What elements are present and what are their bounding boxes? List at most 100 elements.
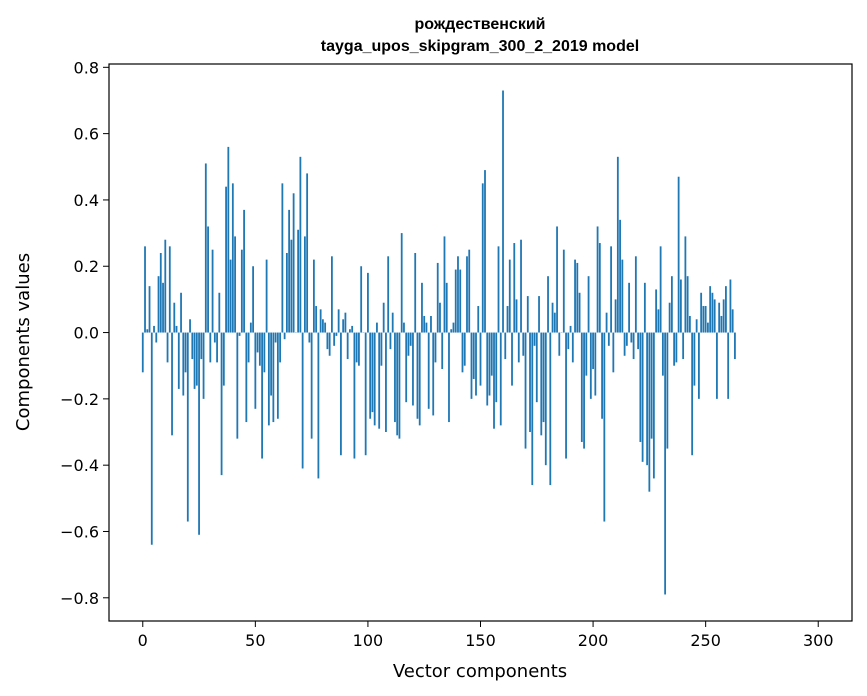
bar <box>252 266 254 333</box>
bar <box>493 332 495 429</box>
bar <box>565 332 567 459</box>
bar <box>340 332 342 456</box>
bar <box>729 279 732 333</box>
bar <box>427 332 430 409</box>
bar <box>650 332 653 439</box>
y-tick-label: −0.2 <box>60 390 99 409</box>
bar <box>213 332 216 343</box>
bar <box>511 332 513 386</box>
bar <box>652 332 655 479</box>
bar <box>445 282 448 333</box>
bar <box>675 332 678 363</box>
bar <box>621 259 624 333</box>
bar <box>657 309 660 333</box>
bar <box>328 332 331 356</box>
bar <box>229 259 232 333</box>
bar <box>625 332 628 346</box>
bar <box>373 332 376 426</box>
bar <box>182 332 185 396</box>
bar <box>668 302 671 333</box>
bar-series <box>141 90 736 595</box>
bar <box>704 306 707 333</box>
bar <box>378 332 381 429</box>
bar <box>623 332 626 356</box>
bar <box>666 332 669 449</box>
bar <box>317 332 320 479</box>
bar <box>394 332 396 423</box>
bar <box>643 282 646 333</box>
bar <box>430 315 432 333</box>
bar <box>479 332 482 386</box>
bar <box>211 249 214 333</box>
bar <box>247 332 250 363</box>
bar <box>243 209 245 333</box>
bar <box>544 332 547 466</box>
bar <box>484 170 486 333</box>
bar <box>486 332 489 406</box>
bar <box>193 332 196 389</box>
bar <box>367 272 369 333</box>
bar <box>628 282 630 333</box>
bar <box>254 332 257 409</box>
bar <box>425 322 428 333</box>
bar <box>727 332 730 399</box>
bar <box>592 332 594 370</box>
bar <box>553 312 556 333</box>
bar <box>290 239 293 333</box>
bar <box>574 259 576 333</box>
x-tick-label: 0 <box>138 631 148 650</box>
bar <box>337 309 340 333</box>
bar <box>520 239 522 333</box>
bar <box>691 332 694 456</box>
bar <box>166 332 169 363</box>
bar <box>526 296 529 333</box>
bar <box>204 163 207 333</box>
bar <box>414 252 417 333</box>
bar <box>677 176 680 333</box>
bar <box>655 289 658 333</box>
bar <box>713 299 716 333</box>
bar <box>299 156 302 333</box>
bar <box>695 319 698 333</box>
bar <box>331 256 333 333</box>
bar <box>202 332 205 399</box>
bar <box>598 243 601 333</box>
bar <box>285 252 288 333</box>
bar <box>403 322 405 333</box>
bar <box>200 332 203 360</box>
bar <box>589 332 592 399</box>
bar <box>504 332 507 360</box>
bar <box>551 302 554 333</box>
bar <box>207 226 209 333</box>
bar <box>610 246 612 333</box>
bar <box>376 322 378 333</box>
bar <box>216 332 218 363</box>
bar <box>540 332 543 436</box>
bar <box>637 332 640 350</box>
y-tick-label: −0.6 <box>60 522 99 541</box>
bar <box>225 186 227 333</box>
bar <box>220 332 223 476</box>
bar <box>673 332 676 366</box>
bar <box>562 249 565 333</box>
bar <box>245 332 248 423</box>
bar <box>398 332 401 439</box>
y-axis-ticks: −0.8 −0.6 −0.4 −0.2 0.0 0.2 0.4 0.6 0.8 <box>60 58 109 608</box>
bar <box>542 332 545 423</box>
bar <box>265 259 268 333</box>
bar <box>385 332 387 433</box>
bar <box>310 332 313 439</box>
bar <box>558 332 561 356</box>
bar <box>497 246 500 333</box>
x-tick-label: 150 <box>465 631 496 650</box>
bar <box>389 332 392 350</box>
bar <box>529 332 531 433</box>
bar <box>222 332 225 386</box>
bar <box>670 276 673 333</box>
bar <box>261 332 263 459</box>
bar <box>648 332 651 492</box>
chart-title-line-1: рождественский <box>414 16 545 33</box>
bar <box>421 282 423 333</box>
bar <box>578 292 581 333</box>
bar <box>603 332 606 522</box>
